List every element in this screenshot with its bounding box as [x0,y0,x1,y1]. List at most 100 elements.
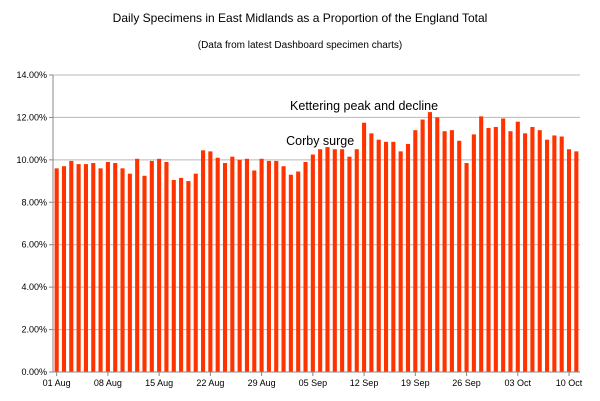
bar [244,158,250,372]
y-tick-label: 14.00% [16,70,47,80]
y-tick-label: 2.00% [21,325,47,335]
bar [296,171,301,372]
bar [127,173,132,372]
y-axis-ticks: 0.00% 2.00% 4.00% 6.00% 8.00% 10.00% 12.00% 14.… [16,70,53,377]
bar [449,130,454,372]
y-tick-label: 6.00% [21,240,47,250]
bar [340,149,345,372]
x-tick-label: 15 Aug [145,378,173,388]
axes [52,75,580,373]
x-tick-label: 12 Sep [350,378,379,388]
y-tick-label: 0.00% [21,367,47,377]
bar [464,163,469,372]
bar [545,139,550,372]
bar [552,135,557,372]
bar [266,160,271,372]
bar [98,168,103,372]
bar [347,156,352,372]
x-tick-label: 22 Aug [196,378,224,388]
bar [310,154,315,372]
annotation-label: Kettering peak and decline [290,99,438,113]
bar [420,119,425,372]
bar [193,173,198,372]
bar [369,133,374,372]
bar [574,151,579,372]
bar [237,159,242,372]
bar [157,158,162,372]
bar [427,112,432,373]
bar [201,150,206,372]
bar [391,141,396,372]
chart-subtitle: (Data from latest Dashboard specimen cha… [197,40,403,51]
y-tick-label: 10.00% [16,155,47,165]
bar [318,149,323,372]
bar [113,163,118,372]
gridlines [53,74,580,373]
y-tick-label: 12.00% [16,112,47,122]
bar [76,164,81,372]
bar [471,134,476,372]
annotation-label: Corby surge [286,134,354,148]
bar [362,122,367,372]
bar [142,175,147,372]
x-tick-label: 26 Sep [452,378,481,388]
bar [530,126,535,372]
bar [566,149,572,372]
bar [69,160,74,372]
bar [281,166,286,372]
bar [215,157,220,372]
bar [303,161,308,372]
annotations: Corby surge Kettering peak and decline [286,99,438,148]
bar [135,158,140,372]
y-tick-label: 4.00% [21,282,47,292]
x-tick-label: 01 Aug [43,378,71,388]
bar [171,180,176,372]
bar [457,140,462,372]
bar [186,181,191,372]
bar [501,118,506,373]
bar [479,116,484,373]
bar [515,121,520,372]
x-tick-label: 29 Aug [248,378,276,388]
bar [259,158,264,372]
bar [274,160,279,372]
bar [354,149,359,372]
x-tick-label: 19 Sep [401,378,430,388]
bar [435,117,440,373]
bar [149,160,154,372]
bar [332,149,337,372]
bar [83,164,88,372]
bar [208,151,213,372]
bar [222,163,228,372]
bar [252,170,257,372]
bar [537,130,542,372]
bar [398,151,403,372]
chart-title: Daily Specimens in East Midlands as a Pr… [112,11,488,25]
bar-series [54,112,579,373]
bar [91,163,96,372]
bar [61,166,67,372]
x-tick-label: 08 Aug [94,378,122,388]
bar [413,130,418,372]
y-tick-label: 8.00% [21,197,47,207]
bar [105,161,110,372]
x-tick-label: 05 Sep [299,378,328,388]
bar [559,136,564,372]
bar [442,131,447,372]
bar [120,168,125,372]
bar [54,168,59,372]
bar [288,174,293,372]
x-tick-label: 10 Oct [556,378,583,388]
bar [493,126,498,372]
bar [325,147,330,372]
x-axis-ticks: 01 Aug 08 Aug 15 Aug 22 Aug 29 Aug 05 Sep 12 S… [43,372,583,388]
bar [508,131,513,372]
bar [405,143,411,372]
bar [164,161,169,372]
bar [179,177,184,372]
bar [523,133,528,372]
bar [383,141,389,372]
x-tick-label: 03 Oct [505,378,532,388]
bar [230,156,235,372]
